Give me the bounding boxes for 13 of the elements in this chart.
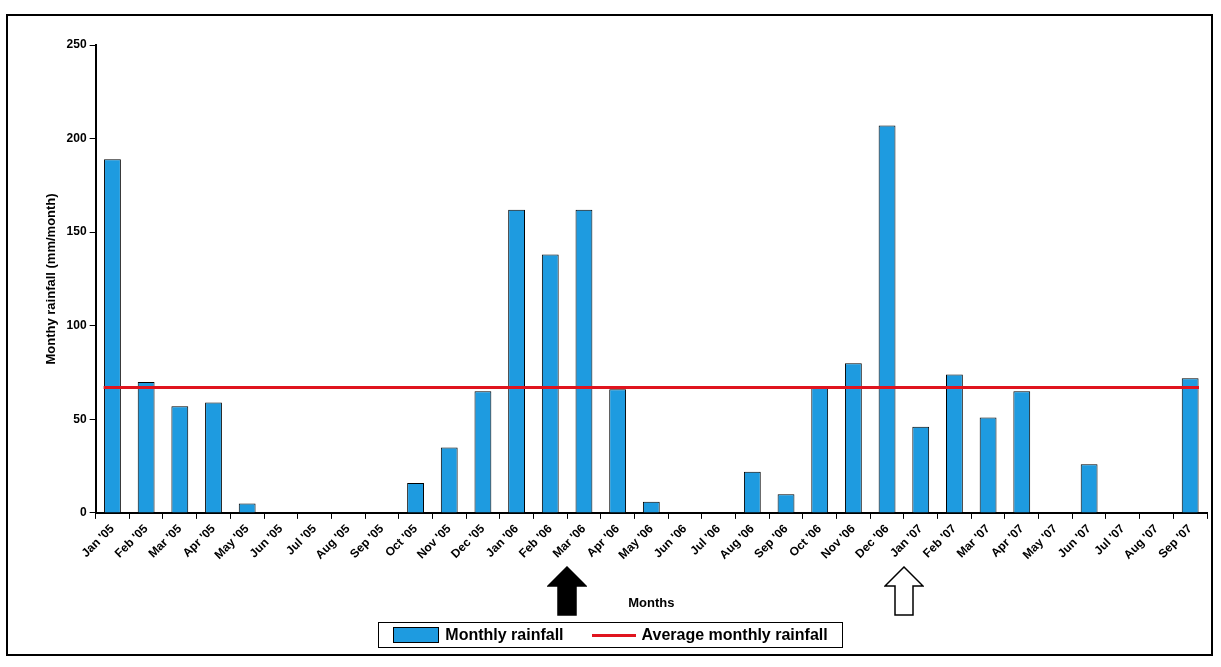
- y-tick-label: 200: [66, 130, 87, 145]
- y-tick-label: 100: [66, 318, 87, 333]
- y-tick-label: 150: [66, 224, 87, 239]
- x-tick-label: Mar '07: [953, 521, 993, 561]
- legend-label: Average monthly rainfall: [641, 626, 828, 644]
- y-tick-label: 0: [79, 505, 87, 520]
- y-tick-label: 50: [73, 411, 87, 426]
- x-tick-label: Jun '07: [1054, 521, 1094, 561]
- x-tick-label: Sep '07: [1155, 521, 1195, 561]
- y-tick-label: 250: [66, 37, 87, 52]
- legend-label: Monthly rainfall: [445, 626, 564, 644]
- x-axis-title: Months: [628, 594, 675, 610]
- y-axis-title: Monthy rainfall (mm/month): [43, 193, 59, 365]
